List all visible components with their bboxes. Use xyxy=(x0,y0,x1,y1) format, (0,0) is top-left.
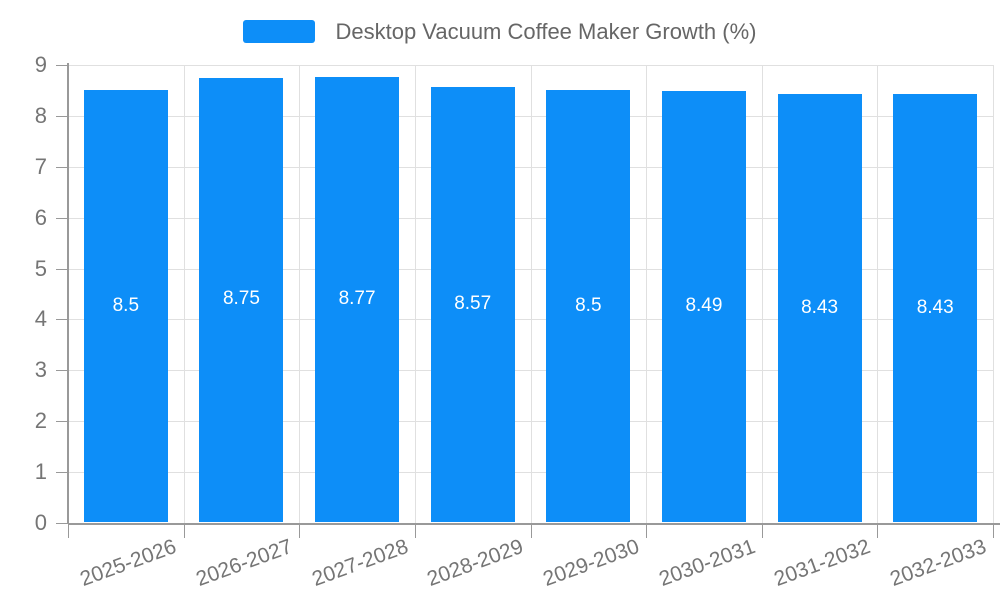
bar[interactable] xyxy=(777,94,862,522)
x-axis-tick xyxy=(530,525,532,538)
y-axis-label: 7 xyxy=(34,153,47,179)
bar-value-label: 8.43 xyxy=(801,296,839,318)
y-axis-tick xyxy=(56,166,68,168)
gridline xyxy=(761,65,763,523)
bar-value-label: 8.77 xyxy=(338,287,376,309)
x-axis-label: 2026-2027 xyxy=(193,535,296,591)
y-axis-tick xyxy=(56,421,68,423)
bar[interactable] xyxy=(661,90,746,522)
y-axis-label: 0 xyxy=(34,510,47,535)
y-axis-label: 8 xyxy=(34,102,47,128)
x-axis-tick xyxy=(414,525,416,538)
y-axis-tick xyxy=(56,370,68,372)
x-axis-tick xyxy=(877,525,879,538)
y-axis-tick xyxy=(56,65,68,66)
bar[interactable] xyxy=(83,90,168,522)
x-axis-tick xyxy=(761,525,763,538)
bar[interactable] xyxy=(893,94,978,522)
bar-value-label: 8.75 xyxy=(222,288,260,310)
gridline xyxy=(993,65,994,523)
y-axis-label: 6 xyxy=(34,204,47,230)
bar-value-label: 8.43 xyxy=(916,296,954,318)
y-axis-tick xyxy=(56,319,68,321)
y-axis-tick xyxy=(56,268,68,270)
legend[interactable]: Desktop Vacuum Coffee Maker Growth (%) xyxy=(0,18,1000,45)
gridline xyxy=(530,65,532,523)
y-axis-tick xyxy=(56,523,68,524)
bar-value-label: 8.5 xyxy=(112,294,140,316)
gridline xyxy=(299,65,301,523)
x-axis-label: 2031-2032 xyxy=(771,535,874,591)
gridline xyxy=(183,65,185,523)
x-axis-tick xyxy=(183,525,185,538)
y-axis-tick xyxy=(56,217,68,219)
x-axis-label: 2032-2033 xyxy=(886,535,990,591)
bar[interactable] xyxy=(546,90,631,522)
y-axis-label: 5 xyxy=(34,255,47,281)
y-axis-label: 9 xyxy=(34,52,47,77)
y-axis-label: 1 xyxy=(34,459,47,485)
y-axis-tick xyxy=(56,472,68,474)
legend-swatch xyxy=(243,20,316,43)
bar[interactable] xyxy=(315,76,400,522)
bar-value-label: 8.5 xyxy=(575,294,602,316)
x-axis-label: 2030-2031 xyxy=(655,535,758,591)
x-axis-tick xyxy=(68,525,69,538)
x-axis-label: 2029-2030 xyxy=(539,535,643,591)
x-axis-label: 2025-2026 xyxy=(77,535,180,591)
y-axis-tick xyxy=(56,115,68,117)
x-axis-tick xyxy=(299,525,301,538)
y-axis-label: 4 xyxy=(34,306,47,332)
y-axis-label: 3 xyxy=(34,357,47,383)
y-axis-line xyxy=(67,63,69,523)
gridline xyxy=(646,65,648,523)
gridline xyxy=(877,65,879,523)
bar-value-label: 8.49 xyxy=(685,294,723,316)
x-axis-line xyxy=(68,523,1000,525)
bar[interactable] xyxy=(430,86,515,522)
x-axis-tick xyxy=(993,525,994,538)
bar[interactable] xyxy=(199,77,284,522)
x-axis-label: 2027-2028 xyxy=(308,535,411,591)
y-axis-label: 2 xyxy=(34,408,47,434)
gridline xyxy=(414,65,416,523)
x-axis-tick xyxy=(646,525,648,538)
x-axis-label: 2028-2029 xyxy=(424,535,527,591)
bar-value-label: 8.57 xyxy=(454,292,492,314)
legend-label: Desktop Vacuum Coffee Maker Growth (%) xyxy=(335,19,757,44)
